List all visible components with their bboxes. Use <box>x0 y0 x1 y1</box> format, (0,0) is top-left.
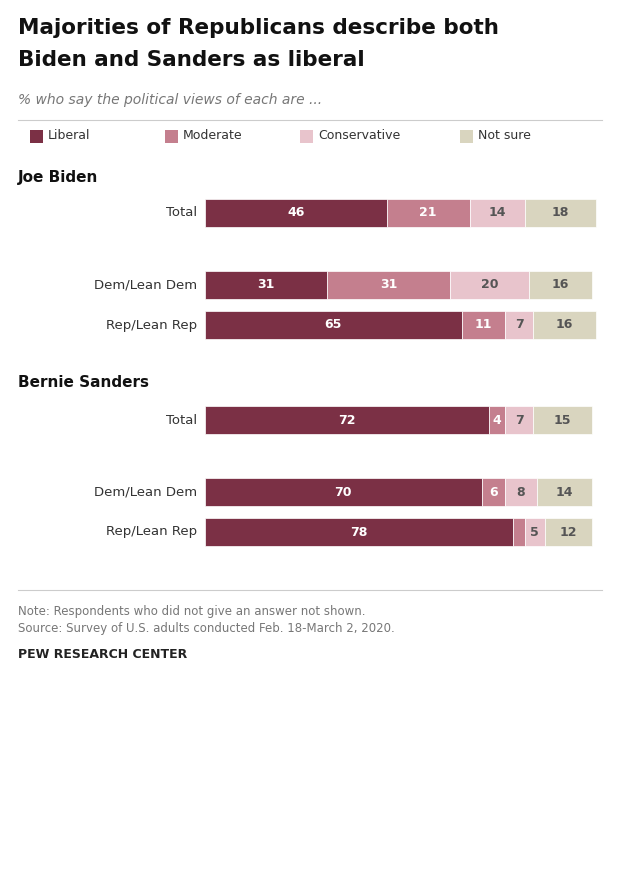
Bar <box>470 199 525 227</box>
Bar <box>482 478 505 506</box>
Bar <box>505 406 533 434</box>
Bar <box>30 130 43 143</box>
Text: 20: 20 <box>480 279 498 291</box>
Text: 21: 21 <box>419 206 437 220</box>
Bar <box>205 311 462 339</box>
Bar <box>387 199 470 227</box>
Text: 15: 15 <box>554 414 571 427</box>
Text: 12: 12 <box>560 526 577 539</box>
Text: Liberal: Liberal <box>48 129 91 142</box>
Bar <box>300 130 313 143</box>
Text: 16: 16 <box>556 318 573 332</box>
Text: Total: Total <box>166 206 197 220</box>
Bar <box>460 130 473 143</box>
Text: 16: 16 <box>552 279 569 291</box>
Text: 65: 65 <box>325 318 342 332</box>
Bar <box>525 199 596 227</box>
Text: 46: 46 <box>287 206 304 220</box>
Text: Source: Survey of U.S. adults conducted Feb. 18-March 2, 2020.: Source: Survey of U.S. adults conducted … <box>18 622 395 635</box>
Bar <box>327 271 450 299</box>
Bar <box>205 518 513 546</box>
Text: Bernie Sanders: Bernie Sanders <box>18 375 149 390</box>
Text: Not sure: Not sure <box>478 129 531 142</box>
Text: 31: 31 <box>380 279 397 291</box>
Bar <box>489 406 505 434</box>
Bar <box>462 311 505 339</box>
Text: 70: 70 <box>335 485 352 498</box>
Text: 11: 11 <box>475 318 492 332</box>
Text: Joe Biden: Joe Biden <box>18 170 99 185</box>
Text: 18: 18 <box>552 206 569 220</box>
Text: Rep/Lean Rep: Rep/Lean Rep <box>106 526 197 539</box>
Bar <box>529 271 592 299</box>
Text: Majorities of Republicans describe both: Majorities of Republicans describe both <box>18 18 499 38</box>
Bar <box>205 478 482 506</box>
Text: 78: 78 <box>350 526 368 539</box>
Text: 14: 14 <box>489 206 506 220</box>
Bar <box>165 130 178 143</box>
Bar <box>537 478 592 506</box>
Bar <box>205 406 489 434</box>
Text: Moderate: Moderate <box>183 129 242 142</box>
Text: Biden and Sanders as liberal: Biden and Sanders as liberal <box>18 50 365 70</box>
Text: 8: 8 <box>516 485 525 498</box>
Bar <box>533 406 592 434</box>
Bar <box>205 199 387 227</box>
Text: PEW RESEARCH CENTER: PEW RESEARCH CENTER <box>18 648 187 661</box>
Text: 72: 72 <box>339 414 356 427</box>
Bar <box>525 518 545 546</box>
Bar <box>513 518 525 546</box>
Text: 6: 6 <box>489 485 498 498</box>
Text: Total: Total <box>166 414 197 427</box>
Text: Note: Respondents who did not give an answer not shown.: Note: Respondents who did not give an an… <box>18 605 366 618</box>
Bar <box>450 271 529 299</box>
Text: Dem/Lean Dem: Dem/Lean Dem <box>94 485 197 498</box>
Text: Conservative: Conservative <box>318 129 401 142</box>
Text: 14: 14 <box>556 485 574 498</box>
Text: 5: 5 <box>531 526 539 539</box>
Bar <box>505 478 537 506</box>
Bar <box>205 271 327 299</box>
Bar <box>505 311 533 339</box>
Text: 31: 31 <box>257 279 275 291</box>
Text: 7: 7 <box>515 414 523 427</box>
Text: 4: 4 <box>493 414 502 427</box>
Bar <box>533 311 596 339</box>
Text: % who say the political views of each are ...: % who say the political views of each ar… <box>18 93 322 107</box>
Text: 7: 7 <box>515 318 523 332</box>
Text: Dem/Lean Dem: Dem/Lean Dem <box>94 279 197 291</box>
Bar <box>545 518 592 546</box>
Text: Rep/Lean Rep: Rep/Lean Rep <box>106 318 197 332</box>
